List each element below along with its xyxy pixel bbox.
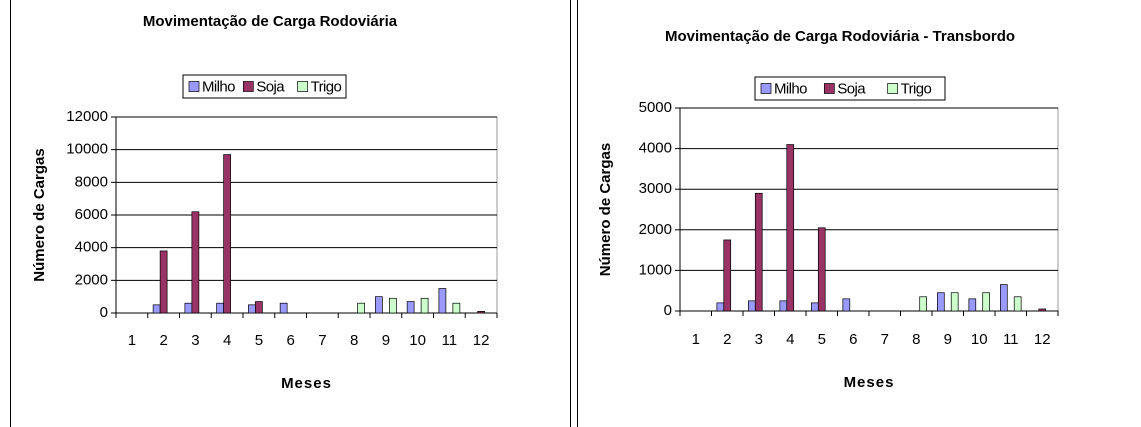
y-tick-label: 1000 [639, 261, 672, 278]
bar [152, 304, 161, 314]
bar [716, 302, 725, 312]
x-tick-label: 2 [159, 332, 167, 349]
x-tick-label: 9 [382, 332, 390, 349]
x-axis-label: Meses [281, 375, 332, 392]
bar [184, 302, 193, 314]
legend-swatch [188, 81, 200, 92]
y-tick-label: 8000 [75, 173, 108, 190]
bar [255, 301, 263, 314]
bar [191, 211, 200, 314]
y-tick-label: 6000 [75, 206, 108, 223]
x-tick-label: 4 [223, 332, 231, 349]
bar [248, 304, 256, 314]
bar [811, 302, 819, 312]
x-tick-label: 3 [191, 332, 199, 349]
bar [389, 297, 397, 314]
y-tick-label: 12000 [66, 108, 108, 125]
bar [223, 154, 231, 314]
bar [216, 302, 224, 314]
x-tick-label: 11 [1003, 331, 1019, 348]
bar [1000, 284, 1008, 312]
legend-swatch [297, 81, 309, 92]
bar [786, 144, 795, 312]
x-tick-label: 11 [442, 332, 458, 349]
legend-box [182, 74, 347, 99]
x-tick-label: 7 [881, 331, 889, 348]
x-tick-label: 8 [350, 332, 358, 349]
legend-label: Soja [837, 80, 866, 97]
x-tick-label: 9 [944, 331, 952, 348]
bar [937, 292, 945, 312]
plot-area [679, 107, 1059, 312]
bar [279, 302, 288, 314]
x-tick-label: 10 [409, 332, 426, 349]
bar [1038, 308, 1047, 312]
y-tick-label: 5000 [639, 99, 672, 116]
x-tick-label: 6 [849, 331, 857, 348]
bar [748, 300, 756, 312]
x-tick-label: 6 [286, 332, 294, 349]
y-tick-label: 10000 [66, 141, 108, 158]
y-axis-label: Número de Cargas [31, 148, 48, 281]
x-tick-label: 10 [971, 331, 988, 348]
x-tick-label: 1 [128, 332, 136, 349]
bar [1013, 296, 1022, 312]
y-tick-label: 4000 [639, 140, 672, 157]
y-tick-label: 2000 [75, 271, 108, 288]
legend-label: Milho [774, 80, 807, 97]
chart-title: Movimentação de Carga Rodoviária - Trans… [665, 28, 1015, 45]
bar [982, 292, 990, 312]
legend-label: Milho [202, 78, 235, 95]
x-tick-label: 8 [912, 331, 920, 348]
y-tick-label: 2000 [639, 221, 672, 238]
bar [420, 297, 429, 314]
bar [779, 300, 788, 312]
bar [477, 311, 485, 314]
x-tick-label: 7 [318, 332, 326, 349]
y-tick-label: 4000 [75, 239, 108, 256]
legend-label: Soja [256, 78, 285, 95]
bar [817, 227, 826, 312]
x-tick-label: 4 [786, 331, 794, 348]
bar [406, 301, 415, 314]
bar [968, 298, 977, 312]
bar [950, 292, 959, 312]
legend-swatch [887, 83, 899, 94]
bar [919, 296, 927, 312]
legend-swatch [760, 83, 772, 94]
bar [159, 250, 168, 314]
chart-title: Movimentação de Carga Rodoviária [143, 13, 398, 30]
y-tick-label: 0 [100, 304, 108, 321]
legend-box [754, 76, 946, 101]
legend-swatch [823, 83, 835, 94]
y-axis-label: Número de Cargas [597, 143, 614, 276]
bar [754, 192, 763, 312]
x-tick-label: 12 [473, 332, 490, 349]
x-tick-label: 1 [692, 331, 700, 348]
bar [357, 302, 365, 314]
x-tick-label: 5 [818, 331, 826, 348]
bar [842, 298, 851, 312]
legend-swatch [242, 81, 254, 92]
bar [723, 239, 732, 312]
x-tick-label: 12 [1034, 331, 1051, 348]
x-tick-label: 2 [723, 331, 731, 348]
bar [375, 296, 383, 314]
x-axis-label: Meses [844, 374, 895, 391]
y-tick-label: 3000 [639, 180, 672, 197]
y-tick-label: 0 [664, 302, 672, 319]
bar [452, 302, 461, 314]
x-tick-label: 3 [755, 331, 763, 348]
legend-label: Trigo [901, 80, 932, 97]
bar [438, 288, 447, 314]
x-tick-label: 5 [255, 332, 263, 349]
legend-label: Trigo [311, 78, 342, 95]
